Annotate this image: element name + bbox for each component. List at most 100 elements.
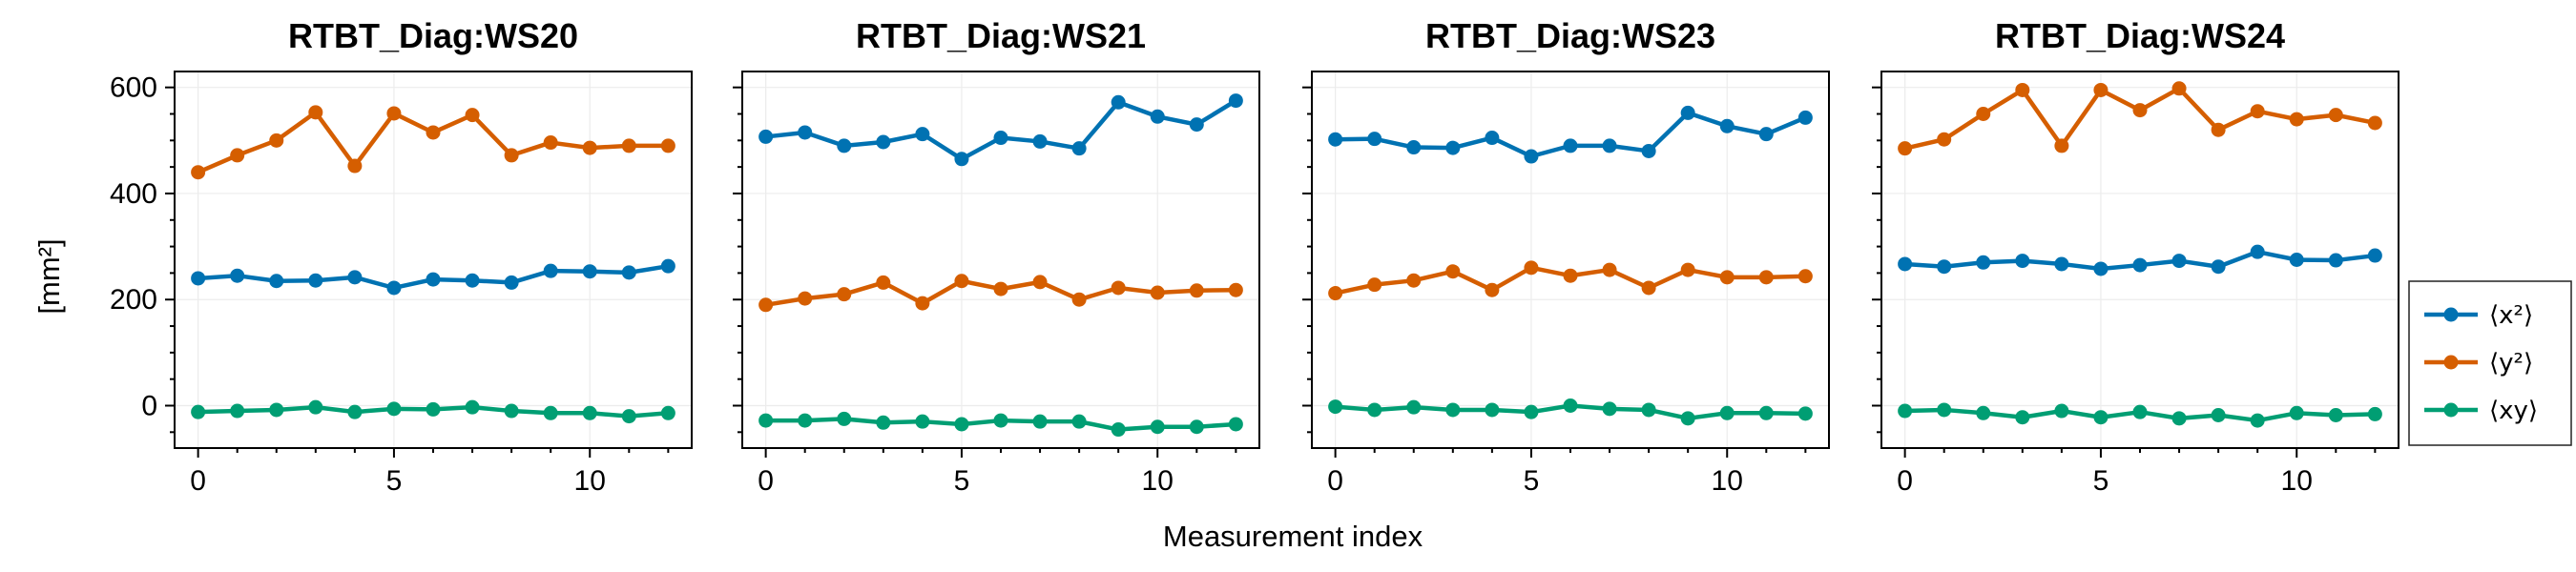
data-point — [386, 280, 402, 296]
data-point — [1071, 141, 1087, 156]
data-point — [1602, 262, 1617, 277]
data-point — [876, 134, 891, 150]
data-point — [1485, 131, 1500, 146]
data-point — [1563, 398, 1578, 413]
x-tick-label: 5 — [386, 465, 403, 497]
data-point — [1719, 270, 1735, 285]
data-point — [1524, 149, 1539, 164]
data-point — [1150, 285, 1165, 300]
data-point — [2015, 82, 2030, 97]
data-point — [2250, 413, 2265, 428]
data-point — [426, 401, 441, 417]
x-tick-label: 5 — [1524, 465, 1540, 497]
data-point — [191, 271, 206, 286]
data-point — [837, 411, 852, 426]
data-point — [1602, 138, 1617, 153]
series-2 — [191, 105, 675, 180]
data-point — [660, 138, 675, 153]
panel-2: RTBT_Diag:WS21 0 5 10 — [733, 16, 1260, 497]
data-point — [347, 404, 363, 419]
data-point — [230, 148, 245, 163]
data-point — [582, 140, 597, 155]
data-point — [269, 274, 284, 289]
data-point — [2132, 103, 2148, 118]
x-tick-label: 10 — [2281, 465, 2313, 497]
data-point — [504, 148, 519, 163]
data-point — [1602, 401, 1617, 417]
data-point — [543, 263, 558, 278]
data-point — [1937, 259, 1952, 275]
data-point — [2328, 108, 2343, 123]
series-1 — [1898, 244, 2382, 276]
data-point — [347, 270, 363, 285]
data-point — [1228, 93, 1243, 109]
data-point — [1937, 402, 1952, 418]
data-point — [798, 125, 813, 140]
data-point — [2171, 254, 2187, 269]
data-point — [465, 108, 480, 123]
data-point — [582, 405, 597, 420]
data-point — [1563, 138, 1578, 153]
data-point — [2367, 248, 2382, 263]
data-point — [2250, 244, 2265, 259]
data-point — [660, 405, 675, 420]
data-point — [1641, 280, 1656, 296]
panel-title: RTBT_Diag:WS23 — [1425, 16, 1715, 55]
data-point — [2054, 256, 2069, 272]
data-point — [2093, 261, 2109, 276]
data-point — [1367, 277, 1382, 293]
data-point — [2093, 410, 2109, 425]
data-point — [1976, 107, 1991, 122]
y-tick-label: 0 — [141, 390, 157, 421]
data-point — [1367, 402, 1382, 418]
data-point — [993, 281, 1008, 296]
data-point — [1032, 275, 1048, 290]
data-point — [504, 275, 519, 290]
x-tick-label: 10 — [1142, 465, 1174, 497]
data-point — [915, 296, 930, 311]
data-point — [2328, 408, 2343, 423]
series-3 — [758, 411, 1243, 438]
data-point — [426, 272, 441, 287]
data-point — [543, 135, 558, 151]
data-point — [758, 413, 774, 428]
panel-3: RTBT_Diag:WS23 0 5 10 — [1302, 16, 1830, 497]
data-point — [1111, 422, 1126, 438]
data-point — [465, 273, 480, 288]
data-point — [1111, 280, 1126, 296]
data-point — [1641, 143, 1656, 158]
data-point — [954, 417, 969, 432]
data-point — [2367, 406, 2382, 421]
data-point — [308, 273, 323, 288]
data-point — [2289, 253, 2304, 267]
data-point — [1445, 140, 1461, 155]
data-point — [993, 131, 1008, 146]
data-point — [269, 402, 284, 418]
y-axis-label: [mm²] — [32, 238, 66, 314]
data-point — [1898, 403, 1913, 419]
data-point — [876, 415, 891, 430]
data-point — [2054, 403, 2069, 419]
data-point — [954, 152, 969, 167]
data-point — [1367, 132, 1382, 147]
data-point — [1524, 260, 1539, 276]
data-point — [1071, 292, 1087, 307]
legend-swatch-marker — [2443, 402, 2459, 418]
data-point — [1445, 264, 1461, 279]
data-point — [1976, 255, 1991, 270]
series-line — [197, 110, 669, 174]
data-point — [798, 291, 813, 306]
series-1 — [758, 93, 1243, 167]
data-point — [347, 158, 363, 174]
panel-4: RTBT_Diag:WS24 0 5 10 — [1872, 16, 2399, 497]
x-tick-label: 0 — [190, 465, 206, 497]
data-point — [1937, 132, 1952, 147]
data-point — [1328, 132, 1343, 147]
data-point — [2015, 410, 2030, 425]
data-point — [1032, 414, 1048, 429]
data-point — [269, 133, 284, 148]
data-point — [1071, 414, 1087, 429]
data-point — [2093, 82, 2109, 97]
